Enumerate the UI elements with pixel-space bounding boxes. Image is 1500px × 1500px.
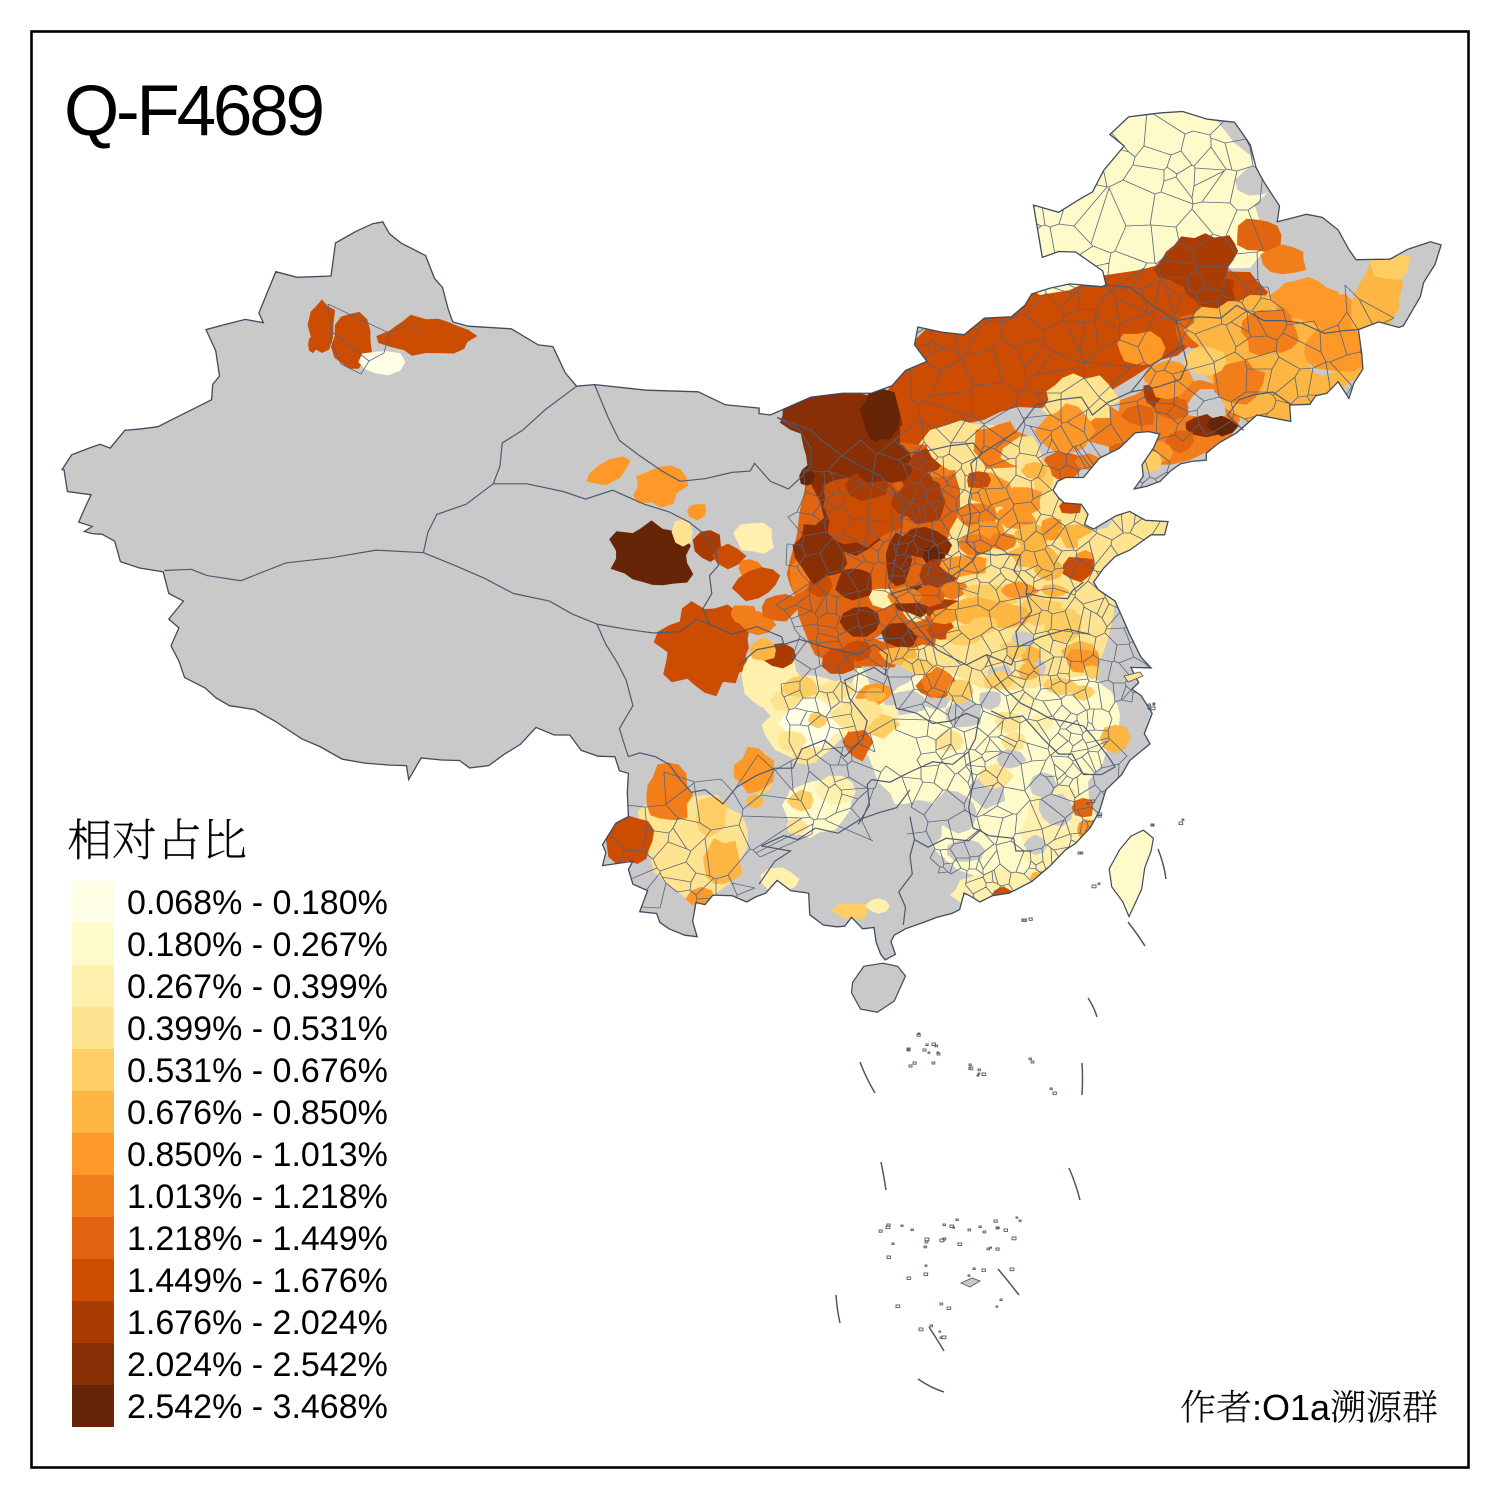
svg-text:1.449% - 1.676%: 1.449% - 1.676% <box>127 1262 388 1300</box>
svg-text:0.850% - 1.013%: 0.850% - 1.013% <box>127 1136 388 1174</box>
svg-text:0.676% - 0.850%: 0.676% - 0.850% <box>127 1094 388 1132</box>
svg-text:1.013% - 1.218%: 1.013% - 1.218% <box>127 1178 388 1216</box>
svg-text:0.068% - 0.180%: 0.068% - 0.180% <box>127 884 388 922</box>
svg-text:0.531% - 0.676%: 0.531% - 0.676% <box>127 1052 388 1090</box>
svg-text:2.542% - 3.468%: 2.542% - 3.468% <box>127 1388 388 1426</box>
svg-text:1.676% - 2.024%: 1.676% - 2.024% <box>127 1304 388 1342</box>
svg-text:2.024% - 2.542%: 2.024% - 2.542% <box>127 1346 388 1384</box>
svg-text:0.399% - 0.531%: 0.399% - 0.531% <box>127 1010 388 1048</box>
svg-text:0.267% - 0.399%: 0.267% - 0.399% <box>127 968 388 1006</box>
svg-text:0.180% - 0.267%: 0.180% - 0.267% <box>127 926 388 964</box>
svg-text:1.218% - 1.449%: 1.218% - 1.449% <box>127 1220 388 1258</box>
svg-text::O1a: :O1a <box>1252 1387 1331 1428</box>
svg-text:Q-F4689: Q-F4689 <box>64 72 322 151</box>
